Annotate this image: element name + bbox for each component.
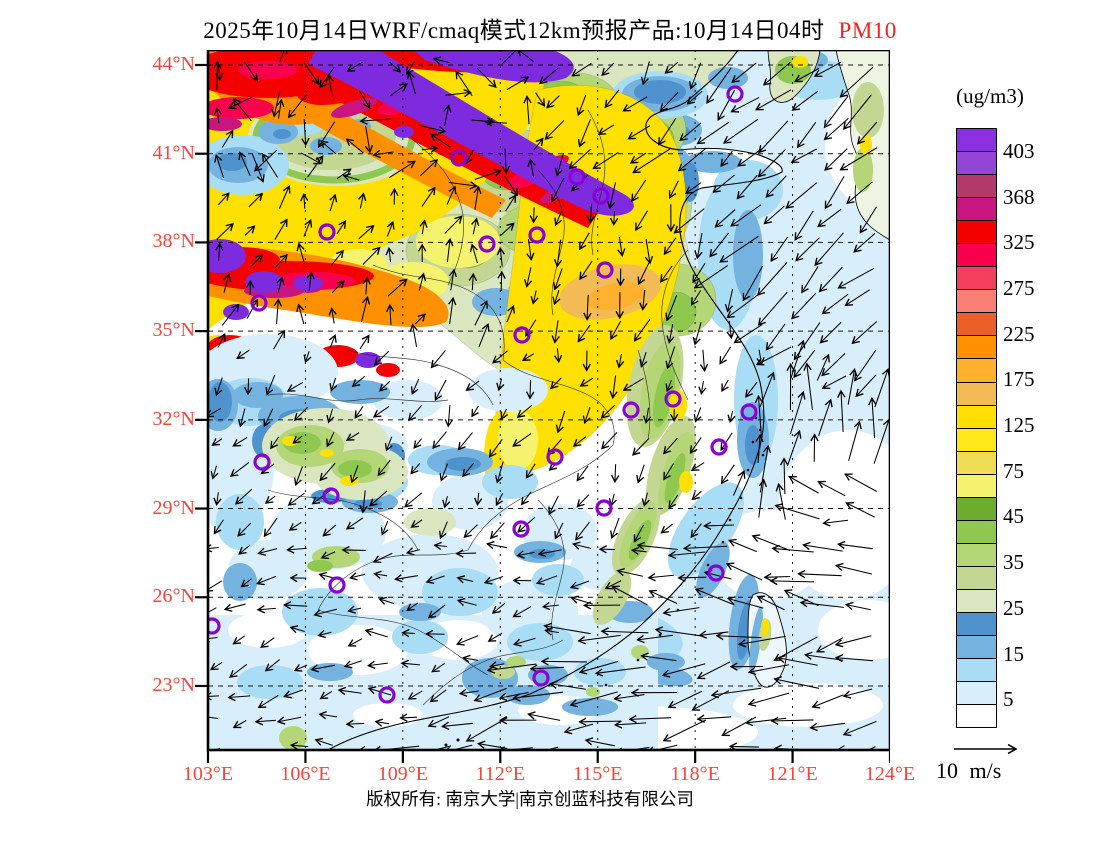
lon-label: 103°E xyxy=(182,763,234,785)
colorbar-cell xyxy=(957,221,996,245)
copyright-footer: 版权所有: 南京大学|南京创蓝科技有限公司 xyxy=(366,789,694,809)
title-main: 2025年10月14日WRF/cmaq模式12km预报产品:10月14日04时 xyxy=(203,18,825,43)
colorbar-tick-label: 403 xyxy=(1003,138,1035,163)
map-frame xyxy=(206,50,890,752)
colorbar-tick-label: 225 xyxy=(1003,321,1035,346)
lon-label: 112°E xyxy=(475,763,526,785)
colorbar-tick-label: 125 xyxy=(1003,413,1035,438)
colorbar-tick-label: 275 xyxy=(1003,275,1035,300)
colorbar-cell xyxy=(957,705,996,728)
wind-reference-label: 10 m/s xyxy=(936,758,1002,783)
lon-label: 118°E xyxy=(670,763,720,785)
lat-label: 26°N xyxy=(152,585,195,608)
lat-label: 29°N xyxy=(152,496,195,519)
korea-landmass xyxy=(835,50,890,241)
wind-arrows xyxy=(208,50,890,750)
station-markers xyxy=(208,85,758,704)
colorbar-tick-label: 5 xyxy=(1003,687,1014,712)
wind-reference-arrow xyxy=(954,743,1018,755)
colorbar-tick-label: 325 xyxy=(1003,230,1035,255)
colorbar-cell xyxy=(957,152,996,176)
colorbar-cell xyxy=(957,290,996,314)
page-title: 2025年10月14日WRF/cmaq模式12km预报产品:10月14日04时 P… xyxy=(0,11,1100,45)
colorbar-cell xyxy=(957,336,996,360)
lon-label: 109°E xyxy=(377,763,428,785)
colorbar-cell xyxy=(957,405,996,429)
coastline xyxy=(327,50,783,750)
colorbar-tick-label: 75 xyxy=(1003,458,1024,483)
colorbar-tick-label: 35 xyxy=(1003,550,1024,575)
colorbar-cell xyxy=(957,636,996,660)
colorbar-cell xyxy=(957,313,996,337)
colorbar-cell xyxy=(957,589,996,613)
colorbar-cell xyxy=(957,682,996,706)
colorbar-tick-label: 175 xyxy=(1003,367,1035,392)
colorbar-cell xyxy=(957,451,996,475)
colorbar-cell xyxy=(957,244,996,268)
colorbar-cell xyxy=(957,474,996,498)
colorbar-tick-label: 368 xyxy=(1003,184,1035,209)
forecast-map xyxy=(195,50,890,763)
colorbar-cell xyxy=(957,659,996,683)
colorbar xyxy=(956,128,997,729)
colorbar-cell xyxy=(957,198,996,222)
lat-label: 38°N xyxy=(152,230,195,253)
colorbar-tick-label: 25 xyxy=(1003,595,1024,620)
colorbar-cell xyxy=(957,543,996,567)
lat-label: 32°N xyxy=(152,407,195,430)
colorbar-tick-label: 45 xyxy=(1003,504,1024,529)
colorbar-cell xyxy=(957,382,996,406)
colorbar-cell xyxy=(957,267,996,291)
lat-label: 41°N xyxy=(152,141,195,164)
colorbar-cell xyxy=(957,428,996,452)
axis-ticks xyxy=(195,63,890,763)
lon-label: 106°E xyxy=(280,763,331,785)
lon-label: 121°E xyxy=(767,763,818,785)
lat-label: 35°N xyxy=(152,319,195,342)
lon-label: 124°E xyxy=(864,763,916,785)
lat-label: 44°N xyxy=(152,53,195,75)
colorbar-cell xyxy=(957,612,996,637)
title-pollutant: PM10 xyxy=(838,18,897,43)
lon-label: 115°E xyxy=(572,763,623,785)
colorbar-tick-label: 15 xyxy=(1003,641,1024,666)
colorbar-cell xyxy=(957,520,996,544)
colorbar-cell xyxy=(957,497,996,521)
colorbar-cell xyxy=(957,566,996,590)
colorbar-cell xyxy=(957,175,996,199)
lat-label: 23°N xyxy=(152,673,195,696)
colorbar-cell xyxy=(957,129,996,153)
province-borders xyxy=(267,109,689,706)
colorbar-unit-label: (ug/m3) xyxy=(956,84,1024,108)
colorbar-cell xyxy=(957,359,996,383)
